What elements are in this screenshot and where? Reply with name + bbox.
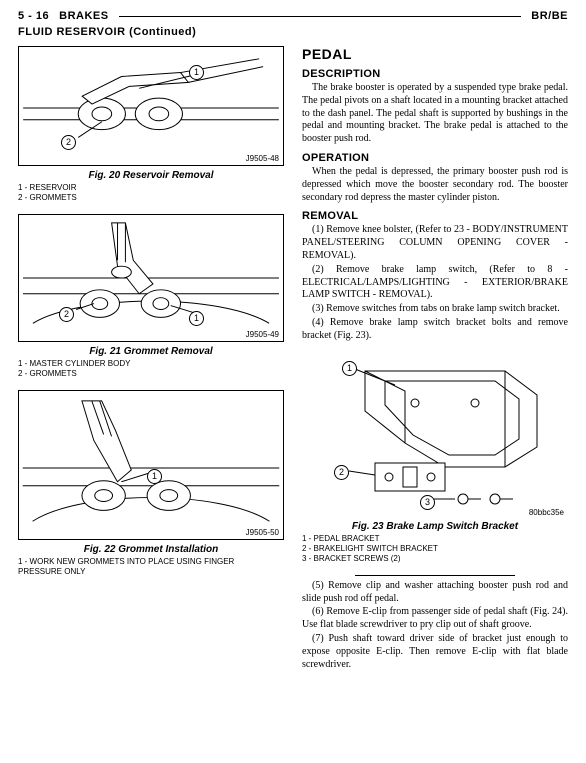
figure-23-illustration	[302, 347, 568, 517]
operation-paragraph: When the pedal is depressed, the primary…	[302, 166, 568, 204]
header-rule	[119, 16, 522, 17]
figure-23-code: 80bbc35e	[529, 508, 564, 517]
figure-22-caption: Fig. 22 Grommet Installation	[18, 544, 284, 555]
key-line: 3 - BRACKET SCREWS (2)	[302, 554, 568, 564]
removal-step: (7) Push shaft toward driver side of bra…	[302, 633, 568, 671]
figure-21-key: 1 - MASTER CYLINDER BODY 2 - GROMMETS	[18, 359, 284, 380]
key-line: 1 - RESERVOIR	[18, 183, 284, 193]
figure-23-caption: Fig. 23 Brake Lamp Switch Bracket	[302, 521, 568, 532]
removal-step: (4) Remove brake lamp switch bracket bol…	[302, 317, 568, 343]
removal-step: (5) Remove clip and washer attaching boo…	[302, 580, 568, 606]
section-name: BRAKES	[59, 10, 108, 22]
heading-operation: OPERATION	[302, 152, 568, 164]
callout-3: 3	[420, 495, 435, 510]
callout-1: 1	[189, 311, 204, 326]
callout-2: 2	[61, 135, 76, 150]
page-number: 5 - 16	[18, 10, 49, 22]
removal-step: (2) Remove brake lamp switch, (Refer to …	[302, 264, 568, 302]
figure-23-box: 1 2 3 80bbc35e	[302, 347, 568, 517]
removal-step: (3) Remove switches from tabs on brake l…	[302, 303, 568, 316]
key-line: PRESSURE ONLY	[18, 567, 284, 577]
figure-20-illustration	[19, 47, 283, 165]
figure-21-code: J9505-49	[246, 330, 279, 339]
heading-description: DESCRIPTION	[302, 68, 568, 80]
figure-20-code: J9505-48	[246, 154, 279, 163]
heading-removal: REMOVAL	[302, 210, 568, 222]
left-column: 1 2 J9505-48 Fig. 20 Reservoir Removal 1…	[18, 46, 284, 672]
figure-21-caption: Fig. 21 Grommet Removal	[18, 346, 284, 357]
key-line: 2 - GROMMETS	[18, 193, 284, 203]
callout-2: 2	[334, 465, 349, 480]
callout-1: 1	[189, 65, 204, 80]
figure-20-caption: Fig. 20 Reservoir Removal	[18, 170, 284, 181]
right-column: PEDAL DESCRIPTION The brake booster is o…	[302, 46, 568, 672]
removal-step: (1) Remove knee bolster, (Refer to 23 - …	[302, 224, 568, 262]
key-line: 1 - MASTER CYLINDER BODY	[18, 359, 284, 369]
figure-20-key: 1 - RESERVOIR 2 - GROMMETS	[18, 183, 284, 204]
figure-22-box: 1 J9505-50	[18, 390, 284, 540]
subsection-title: FLUID RESERVOIR (Continued)	[18, 26, 568, 38]
heading-pedal: PEDAL	[302, 46, 568, 62]
removal-step: (6) Remove E-clip from passenger side of…	[302, 606, 568, 632]
figure-21-illustration	[19, 215, 283, 341]
figure-22-key: 1 - WORK NEW GROMMETS INTO PLACE USING F…	[18, 557, 284, 578]
callout-2: 2	[59, 307, 74, 322]
page-header: 5 - 16 BRAKES BR/BE	[18, 10, 568, 22]
figure-21-box: 2 1 J9505-49	[18, 214, 284, 342]
two-column-layout: 1 2 J9505-48 Fig. 20 Reservoir Removal 1…	[18, 46, 568, 672]
callout-1: 1	[342, 361, 357, 376]
description-paragraph: The brake booster is operated by a suspe…	[302, 82, 568, 146]
figure-23-key: 1 - PEDAL BRACKET 2 - BRAKELIGHT SWITCH …	[302, 534, 568, 565]
section-divider	[355, 575, 515, 576]
model-code: BR/BE	[531, 10, 568, 22]
key-line: 1 - PEDAL BRACKET	[302, 534, 568, 544]
key-line: 2 - GROMMETS	[18, 369, 284, 379]
figure-20-box: 1 2 J9505-48	[18, 46, 284, 166]
callout-1: 1	[147, 469, 162, 484]
key-line: 1 - WORK NEW GROMMETS INTO PLACE USING F…	[18, 557, 284, 567]
figure-22-illustration	[19, 391, 283, 539]
page: 5 - 16 BRAKES BR/BE FLUID RESERVOIR (Con…	[0, 0, 586, 763]
header-left: 5 - 16 BRAKES	[18, 10, 109, 22]
figure-22-code: J9505-50	[246, 528, 279, 537]
key-line: 2 - BRAKELIGHT SWITCH BRACKET	[302, 544, 568, 554]
